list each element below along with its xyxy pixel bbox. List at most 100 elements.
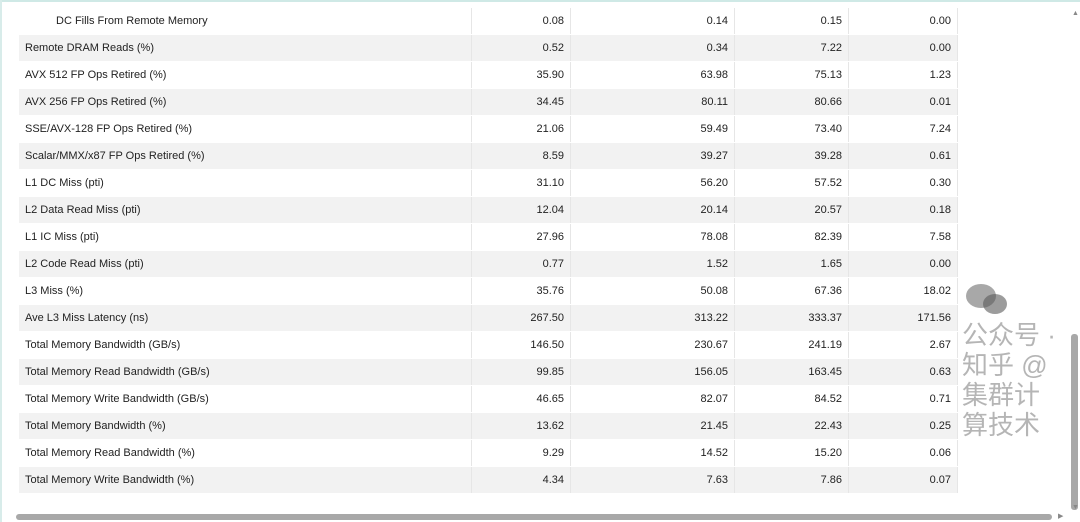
- metric-value: 80.66: [734, 88, 849, 116]
- metric-value: 0.30: [848, 169, 958, 197]
- metric-label: Total Memory Read Bandwidth (GB/s): [19, 358, 472, 386]
- metric-value: 82.39: [734, 223, 849, 251]
- metric-value: 333.37: [734, 304, 849, 332]
- table-row: DC Fills From Remote Memory 0.08 0.14 0.15 0…: [19, 8, 958, 35]
- metric-value: 84.52: [734, 385, 849, 413]
- table-row: L1 DC Miss (pti) 31.10 56.20 57.52 0.30: [19, 169, 958, 197]
- scroll-right-arrow-icon[interactable]: ▶: [1058, 513, 1064, 520]
- metric-value: 7.22: [734, 34, 849, 62]
- metric-value: 230.67: [570, 331, 735, 359]
- metric-label: AVX 512 FP Ops Retired (%): [19, 61, 472, 89]
- table-row: Total Memory Write Bandwidth (GB/s) 46.65…: [19, 385, 958, 413]
- metric-value: 7.86: [734, 466, 849, 494]
- metric-value: 12.04: [471, 196, 571, 224]
- metric-value: 0.77: [471, 250, 571, 278]
- metric-label: AVX 256 FP Ops Retired (%): [19, 88, 472, 116]
- metric-value: 80.11: [570, 88, 735, 116]
- table-row: L3 Miss (%) 35.76 50.08 67.36 18.02: [19, 277, 958, 305]
- metric-value: 0.07: [848, 466, 958, 494]
- metric-value: 0.63: [848, 358, 958, 386]
- table-row: L2 Data Read Miss (pti) 12.04 20.14 20.57 0.…: [19, 196, 958, 224]
- metric-value: 59.49: [570, 115, 735, 143]
- metric-value: 21.45: [570, 412, 735, 440]
- table-row: Ave L3 Miss Latency (ns) 267.50 313.22 333.…: [19, 304, 958, 332]
- metric-value: 0.00: [848, 8, 958, 35]
- metric-value: 146.50: [471, 331, 571, 359]
- metric-value: 156.05: [570, 358, 735, 386]
- metric-value: 35.76: [471, 277, 571, 305]
- metric-label: L1 DC Miss (pti): [19, 169, 472, 197]
- metric-value: 35.90: [471, 61, 571, 89]
- metric-value: 20.14: [570, 196, 735, 224]
- metric-value: 46.65: [471, 385, 571, 413]
- table-row: Total Memory Write Bandwidth (%) 4.34 7.63…: [19, 466, 958, 494]
- metric-label: Total Memory Bandwidth (GB/s): [19, 331, 472, 359]
- metric-label: SSE/AVX-128 FP Ops Retired (%): [19, 115, 472, 143]
- table-row: SSE/AVX-128 FP Ops Retired (%) 21.06 59.49…: [19, 115, 958, 143]
- metric-value: 56.20: [570, 169, 735, 197]
- metric-value: 0.61: [848, 142, 958, 170]
- metric-label: L3 Miss (%): [19, 277, 472, 305]
- metric-value: 78.08: [570, 223, 735, 251]
- table-row: Total Memory Read Bandwidth (%) 9.29 14.52…: [19, 439, 958, 467]
- metric-value: 7.24: [848, 115, 958, 143]
- metric-value: 0.15: [734, 8, 849, 35]
- metric-value: 34.45: [471, 88, 571, 116]
- metric-value: 0.06: [848, 439, 958, 467]
- metrics-table: DC Fills From Remote Memory 0.08 0.14 0.15 0…: [19, 8, 958, 494]
- metric-value: 1.65: [734, 250, 849, 278]
- scroll-down-arrow-icon[interactable]: ▼: [1072, 504, 1079, 511]
- horizontal-scrollbar-thumb[interactable]: [16, 514, 1052, 520]
- metric-value: 63.98: [570, 61, 735, 89]
- table-row: Remote DRAM Reads (%) 0.52 0.34 7.22 0.00: [19, 34, 958, 62]
- table-row: Total Memory Bandwidth (%) 13.62 21.45 22.4…: [19, 412, 958, 440]
- metric-value: 15.20: [734, 439, 849, 467]
- metric-label: Remote DRAM Reads (%): [19, 34, 472, 62]
- metric-value: 313.22: [570, 304, 735, 332]
- frame-top-border: [0, 0, 1080, 2]
- metric-label: L2 Data Read Miss (pti): [19, 196, 472, 224]
- metric-value: 73.40: [734, 115, 849, 143]
- metric-value: 1.52: [570, 250, 735, 278]
- metric-value: 39.27: [570, 142, 735, 170]
- metric-value: 27.96: [471, 223, 571, 251]
- watermark: 公众号 · 知乎 @集群计算技术: [962, 320, 1056, 440]
- metric-value: 2.67: [848, 331, 958, 359]
- metric-value: 20.57: [734, 196, 849, 224]
- metric-label: Total Memory Bandwidth (%): [19, 412, 472, 440]
- metric-label: L1 IC Miss (pti): [19, 223, 472, 251]
- metric-label: Scalar/MMX/x87 FP Ops Retired (%): [19, 142, 472, 170]
- vertical-scrollbar-thumb[interactable]: [1071, 334, 1078, 510]
- table-row: AVX 512 FP Ops Retired (%) 35.90 63.98 75.1…: [19, 61, 958, 89]
- metric-value: 7.63: [570, 466, 735, 494]
- metric-value: 75.13: [734, 61, 849, 89]
- metric-value: 9.29: [471, 439, 571, 467]
- metric-label: Total Memory Write Bandwidth (GB/s): [19, 385, 472, 413]
- metric-value: 22.43: [734, 412, 849, 440]
- metric-value: 1.23: [848, 61, 958, 89]
- metric-value: 171.56: [848, 304, 958, 332]
- metric-value: 18.02: [848, 277, 958, 305]
- scroll-up-arrow-icon[interactable]: ▲: [1072, 10, 1079, 17]
- metric-value: 0.25: [848, 412, 958, 440]
- metric-value: 0.14: [570, 8, 735, 35]
- metric-value: 8.59: [471, 142, 571, 170]
- metric-value: 21.06: [471, 115, 571, 143]
- metric-value: 7.58: [848, 223, 958, 251]
- frame-left-border: [0, 0, 2, 522]
- metric-value: 0.00: [848, 34, 958, 62]
- metric-value: 163.45: [734, 358, 849, 386]
- metric-value: 241.19: [734, 331, 849, 359]
- metric-value: 0.00: [848, 250, 958, 278]
- metric-label: Total Memory Write Bandwidth (%): [19, 466, 472, 494]
- wechat-icon-bubble: [983, 294, 1007, 314]
- metric-label: Ave L3 Miss Latency (ns): [19, 304, 472, 332]
- metric-value: 0.08: [471, 8, 571, 35]
- metric-label: Total Memory Read Bandwidth (%): [19, 439, 472, 467]
- metric-value: 13.62: [471, 412, 571, 440]
- metric-label: L2 Code Read Miss (pti): [19, 250, 472, 278]
- table-row: L1 IC Miss (pti) 27.96 78.08 82.39 7.58: [19, 223, 958, 251]
- metric-value: 39.28: [734, 142, 849, 170]
- metric-value: 0.34: [570, 34, 735, 62]
- metric-value: 14.52: [570, 439, 735, 467]
